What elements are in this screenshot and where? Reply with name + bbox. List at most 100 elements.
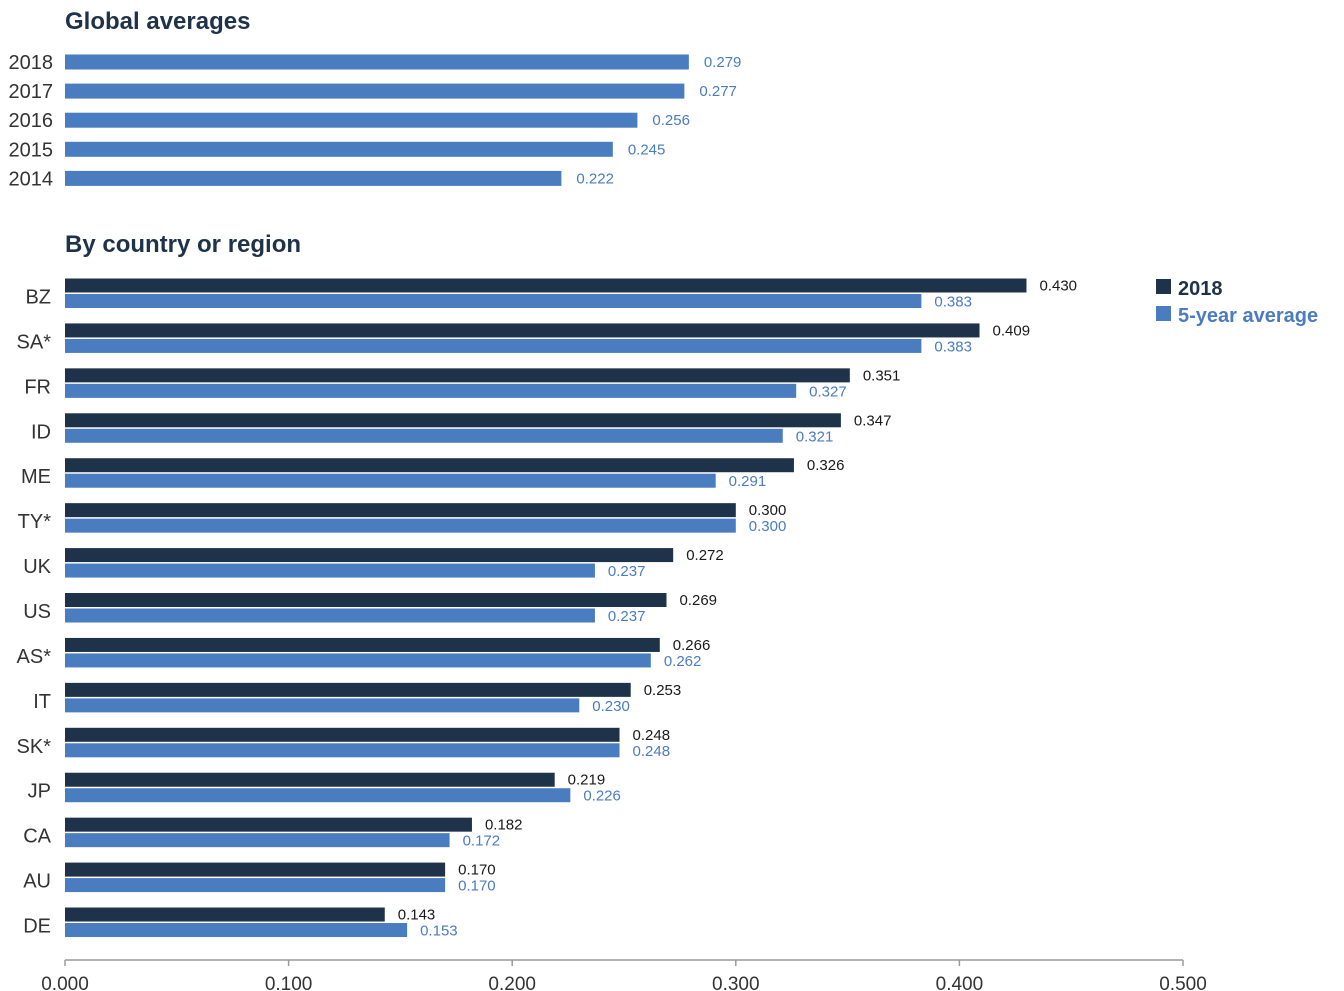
global-bar-2016 bbox=[65, 112, 638, 128]
legend-swatch-5-year-average bbox=[1156, 306, 1171, 321]
value-label-2018-au: 0.170 bbox=[458, 862, 496, 879]
value-label-5yr-ca: 0.172 bbox=[463, 833, 501, 850]
country-label-as: AS* bbox=[17, 646, 52, 668]
value-label-5yr-me: 0.291 bbox=[729, 473, 767, 490]
bar-5yr-it bbox=[65, 698, 580, 713]
value-label-5yr-sk: 0.248 bbox=[633, 743, 671, 760]
country-label-sa: SA* bbox=[17, 331, 52, 353]
value-label-2018-uk: 0.272 bbox=[686, 547, 724, 564]
value-label-2018-ca: 0.182 bbox=[485, 817, 523, 834]
country-label-de: DE bbox=[23, 916, 51, 938]
country-label-it: IT bbox=[33, 691, 51, 713]
bar-5yr-ty bbox=[65, 518, 736, 533]
legend-swatch-2018 bbox=[1156, 279, 1171, 294]
bar-2018-uk bbox=[65, 548, 674, 563]
x-tick-label-4: 0.400 bbox=[936, 974, 984, 991]
global-value-label-2017: 0.277 bbox=[699, 83, 737, 100]
value-label-5yr-it: 0.230 bbox=[592, 698, 630, 715]
bar-2018-ty bbox=[65, 503, 736, 518]
bar-5yr-sa bbox=[65, 338, 922, 353]
country-section-title: By country or region bbox=[65, 231, 301, 258]
global-value-label-2016: 0.256 bbox=[652, 112, 690, 129]
country-bars: BZ 0.430 0.383 SA* 0.409 0.383 FR 0.351 0.327 ID 0… bbox=[17, 278, 1077, 940]
x-tick-label-1: 0.100 bbox=[265, 974, 313, 991]
country-label-uk: UK bbox=[23, 556, 51, 578]
bar-5yr-bz bbox=[65, 294, 922, 308]
bar-5yr-uk bbox=[65, 563, 595, 578]
value-label-5yr-sa: 0.383 bbox=[934, 338, 972, 355]
x-tick-label-5: 0.500 bbox=[1159, 974, 1207, 991]
global-category-label-2017: 2017 bbox=[9, 81, 54, 103]
value-label-5yr-id: 0.321 bbox=[796, 428, 834, 445]
legend-label-5-year-average: 5-year average bbox=[1178, 305, 1318, 327]
value-label-5yr-bz: 0.383 bbox=[934, 294, 972, 311]
country-label-ca: CA bbox=[23, 826, 51, 848]
value-label-2018-sk: 0.248 bbox=[633, 727, 671, 744]
bar-2018-bz bbox=[65, 278, 1027, 293]
bar-5yr-id bbox=[65, 428, 783, 443]
bar-5yr-jp bbox=[65, 788, 571, 803]
global-section-title: Global averages bbox=[65, 8, 250, 35]
bar-5yr-au bbox=[65, 878, 446, 893]
bar-2018-us bbox=[65, 593, 667, 608]
bar-5yr-me bbox=[65, 473, 716, 488]
value-label-5yr-au: 0.170 bbox=[458, 878, 496, 895]
bar-5yr-ca bbox=[65, 833, 450, 848]
legend-label-2018: 2018 bbox=[1178, 278, 1223, 300]
global-bar-2018 bbox=[65, 54, 689, 70]
country-label-ty: TY* bbox=[18, 511, 52, 533]
value-label-5yr-uk: 0.237 bbox=[608, 563, 646, 580]
bar-2018-de bbox=[65, 907, 385, 922]
bar-5yr-sk bbox=[65, 743, 620, 758]
global-value-label-2018: 0.279 bbox=[704, 54, 742, 71]
value-label-5yr-jp: 0.226 bbox=[583, 788, 621, 805]
bar-5yr-fr bbox=[65, 383, 797, 398]
global-category-label-2015: 2015 bbox=[9, 139, 54, 161]
value-label-2018-jp: 0.219 bbox=[568, 772, 606, 789]
bar-2018-id bbox=[65, 413, 841, 428]
bar-2018-sk bbox=[65, 727, 620, 742]
global-bar-2014 bbox=[65, 170, 562, 186]
value-label-5yr-de: 0.153 bbox=[420, 923, 458, 940]
value-label-5yr-ty: 0.300 bbox=[749, 518, 787, 535]
value-label-2018-me: 0.326 bbox=[807, 457, 845, 474]
value-label-2018-de: 0.143 bbox=[398, 907, 436, 924]
country-label-au: AU bbox=[23, 871, 51, 893]
bar-5yr-as bbox=[65, 653, 651, 668]
bar-2018-jp bbox=[65, 772, 555, 787]
value-label-2018-fr: 0.351 bbox=[863, 367, 901, 384]
country-label-us: US bbox=[23, 601, 51, 623]
country-label-id: ID bbox=[31, 421, 51, 443]
value-label-2018-bz: 0.430 bbox=[1039, 278, 1077, 295]
value-label-5yr-us: 0.237 bbox=[608, 608, 646, 625]
global-bar-2015 bbox=[65, 141, 613, 157]
bar-5yr-de bbox=[65, 923, 408, 938]
x-axis-ticks: 0.000 0.100 0.200 0.300 0.400 0.500 bbox=[41, 960, 1207, 991]
global-value-label-2014: 0.222 bbox=[576, 170, 614, 187]
value-label-2018-id: 0.347 bbox=[854, 412, 892, 429]
global-averages-bars: 2018 0.279 2017 0.277 2016 0.256 2015 0.245 2014… bbox=[9, 52, 742, 190]
bar-5yr-us bbox=[65, 608, 595, 623]
global-value-label-2015: 0.245 bbox=[628, 141, 666, 158]
bar-2018-me bbox=[65, 458, 794, 473]
global-category-label-2016: 2016 bbox=[9, 110, 54, 132]
x-tick-label-0: 0.000 bbox=[41, 974, 89, 991]
legend: 2018 5-year average bbox=[1156, 278, 1318, 327]
x-tick-label-2: 0.200 bbox=[488, 974, 536, 991]
value-label-5yr-as: 0.262 bbox=[664, 653, 702, 670]
global-category-label-2018: 2018 bbox=[9, 52, 54, 74]
bar-2018-sa bbox=[65, 323, 980, 338]
value-label-2018-sa: 0.409 bbox=[993, 322, 1031, 339]
value-label-2018-us: 0.269 bbox=[679, 592, 717, 609]
global-bar-2017 bbox=[65, 83, 685, 99]
country-label-sk: SK* bbox=[17, 736, 52, 758]
value-label-2018-it: 0.253 bbox=[644, 682, 682, 699]
country-label-fr: FR bbox=[24, 376, 51, 398]
country-label-jp: JP bbox=[28, 781, 51, 803]
x-tick-label-3: 0.300 bbox=[712, 974, 760, 991]
bar-2018-it bbox=[65, 682, 631, 697]
value-label-2018-as: 0.266 bbox=[673, 637, 711, 654]
country-label-bz: BZ bbox=[25, 287, 51, 309]
bar-2018-au bbox=[65, 862, 446, 877]
